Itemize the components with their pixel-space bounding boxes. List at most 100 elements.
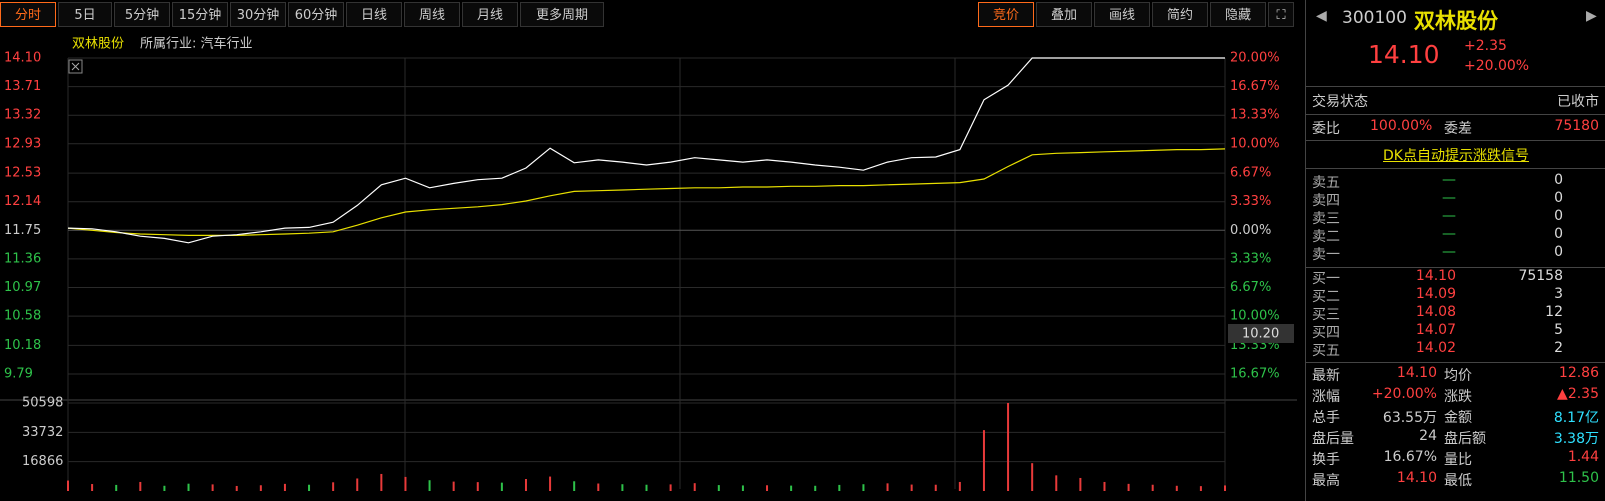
volume-bar bbox=[766, 485, 769, 491]
volume-tick-label: 16866 bbox=[22, 454, 63, 469]
period-tab[interactable]: 分时 bbox=[0, 2, 56, 27]
pct-label: 16.67% bbox=[1230, 367, 1280, 382]
book-price: — bbox=[1442, 244, 1456, 260]
change-pct: +20.00% bbox=[1464, 58, 1530, 74]
stat-value: 8.17亿 bbox=[1553, 410, 1599, 426]
prev-arrow[interactable]: ◀ bbox=[1316, 8, 1327, 24]
close-box[interactable] bbox=[68, 59, 83, 74]
book-label: 买一 bbox=[1312, 271, 1340, 287]
book-label: 卖四 bbox=[1312, 193, 1340, 209]
cursor-box bbox=[1228, 324, 1294, 343]
average-line bbox=[67, 148, 1226, 236]
price-line bbox=[67, 57, 1225, 244]
book-label: 卖五 bbox=[1312, 175, 1340, 191]
volume-bar bbox=[1224, 485, 1226, 491]
tool-button[interactable]: 简约 bbox=[1152, 2, 1208, 27]
period-tab[interactable]: 5分钟 bbox=[114, 2, 170, 27]
volume-bar bbox=[332, 482, 335, 491]
ratio-value: 100.00% bbox=[1370, 118, 1433, 134]
book-volume: 75158 bbox=[1518, 268, 1563, 284]
next-arrow[interactable]: ▶ bbox=[1586, 8, 1597, 24]
pct-label: 10.00% bbox=[1230, 136, 1280, 151]
volume-bar bbox=[621, 484, 624, 491]
price: 14.10 bbox=[1368, 40, 1440, 69]
stat-value: ▲2.35 bbox=[1557, 386, 1599, 402]
volume-bar bbox=[1127, 483, 1130, 491]
stat-label: 换手 bbox=[1312, 452, 1340, 468]
stat-value: 14.10 bbox=[1396, 470, 1437, 486]
volume-bar bbox=[524, 478, 527, 491]
volume-tick-label: 50598 bbox=[22, 396, 63, 411]
period-tab[interactable]: 月线 bbox=[462, 2, 518, 27]
stat-value: 63.55万 bbox=[1382, 410, 1437, 426]
stat-value: +20.00% bbox=[1371, 386, 1437, 402]
book-label: 卖三 bbox=[1312, 211, 1340, 227]
y-tick-label: 14.10 bbox=[4, 51, 41, 66]
volume-bar bbox=[428, 480, 431, 491]
tool-button[interactable]: 画线 bbox=[1094, 2, 1150, 27]
volume-bar bbox=[549, 476, 552, 491]
stat-value: 11.50 bbox=[1558, 470, 1599, 486]
pct-label: 0.00% bbox=[1230, 223, 1271, 238]
book-volume: 3 bbox=[1554, 286, 1563, 302]
tool-button[interactable]: 叠加 bbox=[1036, 2, 1092, 27]
book-price: — bbox=[1442, 208, 1456, 224]
book-price: 14.09 bbox=[1415, 286, 1456, 302]
period-tab[interactable]: 60分钟 bbox=[288, 2, 344, 27]
volume-bar bbox=[862, 484, 865, 491]
volume-bar bbox=[982, 430, 985, 491]
fullscreen-button[interactable]: ⛶ bbox=[1268, 2, 1294, 27]
change: +2.35 bbox=[1464, 38, 1507, 54]
book-label: 买二 bbox=[1312, 289, 1340, 305]
signal-link[interactable]: DK点自动提示涨跌信号 bbox=[1383, 148, 1529, 164]
book-price: — bbox=[1442, 226, 1456, 242]
volume-bar bbox=[115, 484, 118, 491]
book-volume: 0 bbox=[1554, 172, 1563, 188]
tool-button[interactable]: 竞价 bbox=[978, 2, 1034, 27]
volume-bar bbox=[1007, 403, 1010, 491]
period-tab[interactable]: 日线 bbox=[346, 2, 402, 27]
pct-label: 13.33% bbox=[1230, 108, 1280, 123]
book-price: 14.08 bbox=[1415, 304, 1456, 320]
volume-bar bbox=[187, 483, 190, 491]
period-tab[interactable]: 周线 bbox=[404, 2, 460, 27]
y-tick-label: 12.53 bbox=[4, 166, 41, 181]
volume-bar bbox=[790, 485, 793, 491]
volume-bar bbox=[1175, 485, 1178, 491]
volume-bar bbox=[452, 481, 455, 491]
tool-button[interactable]: 隐藏 bbox=[1210, 2, 1266, 27]
volume-bar bbox=[814, 485, 817, 491]
period-tab[interactable]: 15分钟 bbox=[172, 2, 228, 27]
volume-bar bbox=[356, 478, 359, 491]
book-label: 买五 bbox=[1312, 343, 1340, 359]
ratio-label: 委比 bbox=[1312, 121, 1340, 137]
cursor-label: 10.20 bbox=[1242, 327, 1279, 342]
book-label: 买四 bbox=[1312, 325, 1340, 341]
stat-label: 最高 bbox=[1312, 473, 1340, 489]
period-tab[interactable]: 更多周期 bbox=[520, 2, 604, 27]
y-tick-label: 10.97 bbox=[4, 280, 41, 295]
book-price: 14.10 bbox=[1415, 268, 1456, 284]
pct-label: 6.67% bbox=[1230, 166, 1271, 181]
y-tick-label: 10.18 bbox=[4, 338, 41, 353]
volume-bar bbox=[573, 481, 576, 491]
stock-code: 300100 bbox=[1342, 8, 1407, 28]
book-label: 买三 bbox=[1312, 307, 1340, 323]
period-tab[interactable]: 30分钟 bbox=[230, 2, 286, 27]
chart-title: 双林股份 bbox=[72, 37, 124, 52]
pct-label: 20.00% bbox=[1230, 51, 1280, 66]
volume-bar bbox=[645, 484, 648, 491]
book-volume: 2 bbox=[1554, 340, 1563, 356]
volume-bar bbox=[283, 483, 286, 491]
volume-bar bbox=[910, 484, 913, 491]
diff-value: 75180 bbox=[1554, 118, 1599, 134]
y-tick-label: 9.79 bbox=[4, 367, 33, 382]
volume-bar bbox=[717, 485, 720, 491]
chart-subtitle: 所属行业: 汽车行业 bbox=[140, 36, 253, 52]
y-tick-label: 11.36 bbox=[4, 251, 41, 266]
stat-label: 盘后额 bbox=[1444, 431, 1486, 447]
y-tick-label: 10.58 bbox=[4, 309, 41, 324]
volume-bar bbox=[693, 483, 696, 491]
status-value: 已收市 bbox=[1557, 94, 1599, 110]
period-tab[interactable]: 5日 bbox=[58, 2, 112, 27]
